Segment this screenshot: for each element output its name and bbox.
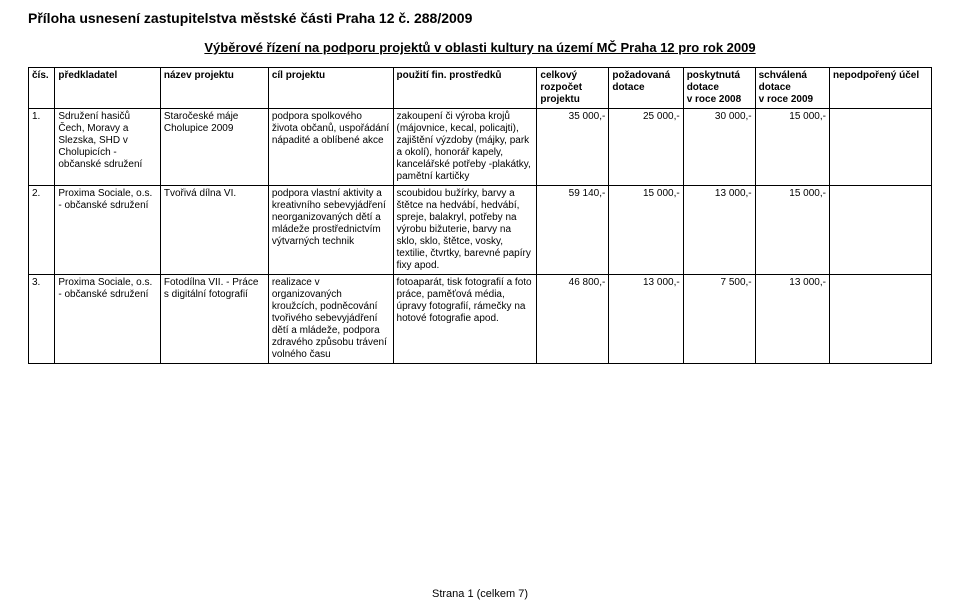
cell-cil: podpora spolkového života občanů, uspořá… <box>268 109 393 186</box>
col-poskytnuta: poskytnutá dotace v roce 2008 <box>683 68 755 109</box>
cell-predkladatel: Sdružení hasičů Čech, Moravy a Slezska, … <box>55 109 161 186</box>
col-nepodporeny: nepodpořený účel <box>829 68 931 109</box>
cell-cil: realizace v organizovaných kroužcích, po… <box>268 275 393 364</box>
col-schv-l2: dotace <box>759 82 791 93</box>
col-celkovy: celkový rozpočet projektu <box>537 68 609 109</box>
cell-pozad: 13 000,- <box>609 275 683 364</box>
cell-celkovy: 59 140,- <box>537 186 609 275</box>
col-schv-l1: schválená <box>759 70 807 81</box>
page: Příloha usnesení zastupitelstva městské … <box>0 0 960 364</box>
col-celkovy-l1: celkový <box>540 70 577 81</box>
table-row: 2. Proxima Sociale, o.s. - občanské sdru… <box>29 186 932 275</box>
col-posk-l2: dotace <box>687 82 719 93</box>
col-cil: cíl projektu <box>268 68 393 109</box>
table-row: 1. Sdružení hasičů Čech, Moravy a Slezsk… <box>29 109 932 186</box>
table-header: čís. předkladatel název projektu cíl pro… <box>29 68 932 109</box>
cell-pozad: 25 000,- <box>609 109 683 186</box>
col-schvalena: schválená dotace v roce 2009 <box>755 68 829 109</box>
subtitle: Výběrové řízení na podporu projektů v ob… <box>28 40 932 55</box>
col-pozadovana: požadovaná dotace <box>609 68 683 109</box>
cell-nep <box>829 275 931 364</box>
cell-predkladatel: Proxima Sociale, o.s. - občanské sdružen… <box>55 275 161 364</box>
cell-pouziti: fotoaparát, tisk fotografií a foto práce… <box>393 275 537 364</box>
cell-celkovy: 46 800,- <box>537 275 609 364</box>
cell-cis: 1. <box>29 109 55 186</box>
cell-posk: 7 500,- <box>683 275 755 364</box>
table-row: 3. Proxima Sociale, o.s. - občanské sdru… <box>29 275 932 364</box>
table-body: 1. Sdružení hasičů Čech, Moravy a Slezsk… <box>29 109 932 364</box>
cell-cis: 3. <box>29 275 55 364</box>
main-title: Příloha usnesení zastupitelstva městské … <box>28 10 932 26</box>
col-pozad-l2: dotace <box>612 82 644 93</box>
cell-pozad: 15 000,- <box>609 186 683 275</box>
cell-cil: podpora vlastní aktivity a kreativního s… <box>268 186 393 275</box>
cell-schv: 13 000,- <box>755 275 829 364</box>
cell-predkladatel: Proxima Sociale, o.s. - občanské sdružen… <box>55 186 161 275</box>
col-posk-l1: poskytnutá <box>687 70 740 81</box>
cell-schv: 15 000,- <box>755 109 829 186</box>
cell-schv: 15 000,- <box>755 186 829 275</box>
col-schv-l3: v roce 2009 <box>759 94 814 105</box>
cell-nep <box>829 186 931 275</box>
cell-posk: 30 000,- <box>683 109 755 186</box>
col-predkladatel: předkladatel <box>55 68 161 109</box>
col-nazev: název projektu <box>160 68 268 109</box>
cell-nazev: Staročeské máje Cholupice 2009 <box>160 109 268 186</box>
cell-posk: 13 000,- <box>683 186 755 275</box>
col-pouziti: použití fin. prostředků <box>393 68 537 109</box>
cell-nazev: Fotodílna VII. - Práce s digitální fotog… <box>160 275 268 364</box>
cell-pouziti: scoubidou bužírky, barvy a štětce na hed… <box>393 186 537 275</box>
cell-celkovy: 35 000,- <box>537 109 609 186</box>
projects-table: čís. předkladatel název projektu cíl pro… <box>28 67 932 364</box>
cell-nep <box>829 109 931 186</box>
col-pozad-l1: požadovaná <box>612 70 670 81</box>
col-posk-l3: v roce 2008 <box>687 94 742 105</box>
page-footer: Strana 1 (celkem 7) <box>0 588 960 600</box>
cell-nazev: Tvořivá dílna VI. <box>160 186 268 275</box>
col-celkovy-l2: rozpočet <box>540 82 582 93</box>
cell-cis: 2. <box>29 186 55 275</box>
cell-pouziti: zakoupení či výroba krojů (májovnice, ke… <box>393 109 537 186</box>
col-celkovy-l3: projektu <box>540 94 579 105</box>
col-cis: čís. <box>29 68 55 109</box>
